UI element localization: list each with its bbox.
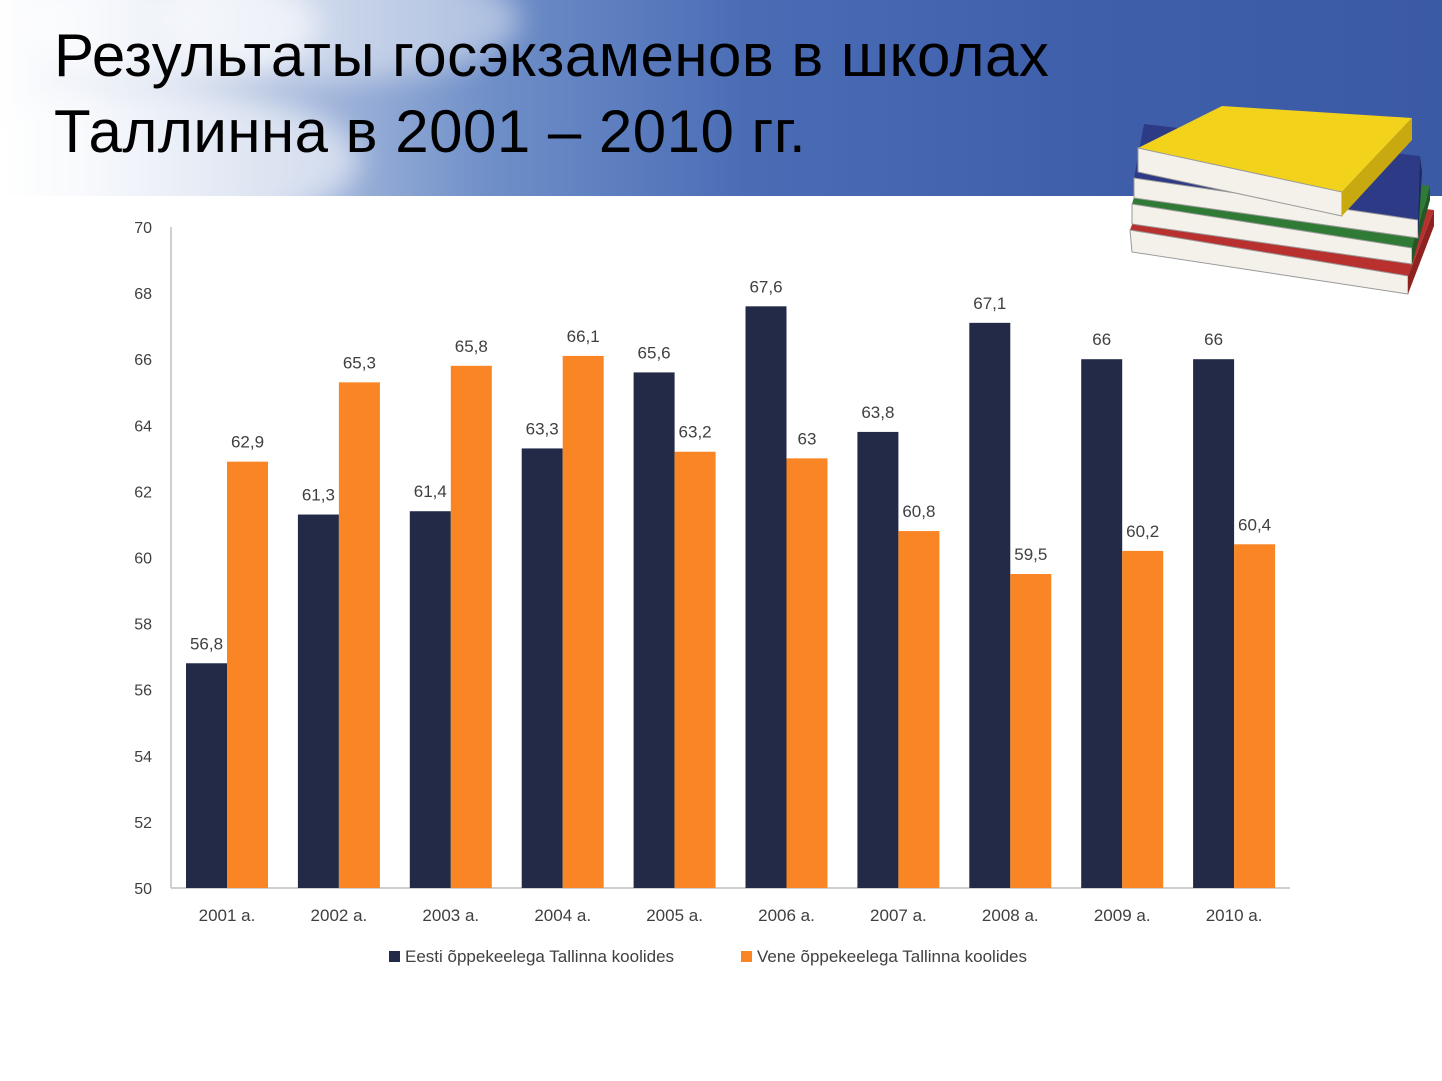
data-label: 59,5 bbox=[1014, 545, 1047, 564]
x-tick-label: 2006 a. bbox=[758, 906, 815, 925]
slide-title-line-1: Результаты госэкзаменов в школах bbox=[54, 22, 1050, 89]
book-yellow bbox=[1138, 106, 1412, 192]
legend-swatch bbox=[741, 951, 752, 962]
data-label: 60,8 bbox=[902, 502, 935, 521]
legend-label-series-2: Vene õppekeelega Tallinna koolides bbox=[757, 947, 1027, 966]
x-tick-label: 2001 a. bbox=[199, 906, 256, 925]
x-tick-label: 2002 a. bbox=[311, 906, 368, 925]
bar-series-1 bbox=[633, 372, 675, 888]
legend-label-series-1: Eesti õppekeelega Tallinna koolides bbox=[405, 947, 674, 966]
data-label: 56,8 bbox=[190, 634, 223, 653]
bar-series-1 bbox=[745, 306, 787, 888]
x-tick-label: 2004 a. bbox=[534, 906, 591, 925]
bar-series-2 bbox=[338, 382, 380, 888]
y-tick-label: 66 bbox=[134, 352, 152, 369]
bar-series-1 bbox=[1193, 359, 1235, 888]
x-axis-tick-labels: 2001 a. 2002 a. 2003 a. 2004 a. 2005 a. 2006 … bbox=[199, 906, 1263, 925]
bar-series-1 bbox=[409, 511, 451, 888]
bar-series-1 bbox=[297, 514, 339, 888]
bar-series-1 bbox=[969, 322, 1011, 889]
y-tick-label: 52 bbox=[134, 815, 152, 832]
x-tick-label: 2008 a. bbox=[982, 906, 1039, 925]
bar-series-2 bbox=[227, 461, 268, 888]
bar-series-1 bbox=[186, 663, 227, 888]
bar-series-1 bbox=[857, 431, 899, 888]
data-label: 67,1 bbox=[973, 294, 1006, 313]
y-tick-label: 64 bbox=[134, 418, 152, 435]
data-label: 66 bbox=[1204, 330, 1223, 349]
data-label: 65,3 bbox=[343, 353, 376, 372]
data-label: 63,8 bbox=[861, 403, 894, 422]
bar-series-2 bbox=[562, 355, 604, 888]
bars-group bbox=[186, 306, 1276, 889]
data-label: 61,3 bbox=[302, 486, 335, 505]
chart-legend: Eesti õppekeelega Tallinna koolides Vene … bbox=[389, 947, 1027, 966]
data-label: 62,9 bbox=[231, 433, 264, 452]
bar-series-1 bbox=[1081, 359, 1123, 888]
x-tick-label: 2007 a. bbox=[870, 906, 927, 925]
y-tick-label: 68 bbox=[134, 286, 152, 303]
slide-title: Результаты госэкзаменов в школах Таллинн… bbox=[54, 18, 1049, 170]
data-label: 65,8 bbox=[455, 337, 488, 356]
data-label: 60,2 bbox=[1126, 522, 1159, 541]
x-tick-label: 2005 a. bbox=[646, 906, 703, 925]
x-tick-label: 2003 a. bbox=[422, 906, 479, 925]
y-tick-label: 70 bbox=[134, 220, 152, 237]
bar-series-1 bbox=[521, 448, 563, 888]
data-label: 65,6 bbox=[638, 343, 671, 362]
y-tick-label: 62 bbox=[134, 484, 152, 501]
bar-series-2 bbox=[1122, 550, 1164, 888]
y-tick-label: 54 bbox=[134, 749, 152, 766]
data-label: 63 bbox=[798, 429, 817, 448]
bar-series-2 bbox=[1010, 574, 1052, 888]
books-stack-icon bbox=[1129, 106, 1434, 295]
data-label: 60,4 bbox=[1238, 515, 1271, 534]
x-tick-label: 2010 a. bbox=[1206, 906, 1263, 925]
header-banner bbox=[0, 0, 1442, 196]
data-label: 61,4 bbox=[414, 482, 447, 501]
y-axis-tick-labels: 50 52 54 56 58 60 62 64 66 68 70 bbox=[134, 220, 152, 898]
y-tick-label: 50 bbox=[134, 881, 152, 898]
data-label: 63,3 bbox=[526, 419, 559, 438]
bar-series-2 bbox=[674, 451, 716, 888]
x-tick-label: 2009 a. bbox=[1094, 906, 1151, 925]
y-tick-label: 56 bbox=[134, 683, 152, 700]
data-label: 63,2 bbox=[679, 423, 712, 442]
bar-series-2 bbox=[786, 458, 828, 888]
legend-swatch bbox=[389, 951, 400, 962]
slide-title-line-2: Таллинна в 2001 – 2010 гг. bbox=[54, 98, 807, 165]
data-labels-group: 56,8 62,9 61,3 65,3 61,4 65,8 63,3 66,1 65,6 63,2… bbox=[190, 277, 1271, 653]
bar-series-2 bbox=[450, 365, 492, 888]
bar-series-2 bbox=[898, 531, 940, 888]
data-label: 67,6 bbox=[749, 277, 782, 296]
y-tick-label: 60 bbox=[134, 551, 152, 568]
bar-series-2 bbox=[1234, 544, 1276, 888]
data-label: 66,1 bbox=[567, 327, 600, 346]
data-label: 66 bbox=[1092, 330, 1111, 349]
y-tick-label: 58 bbox=[134, 617, 152, 634]
